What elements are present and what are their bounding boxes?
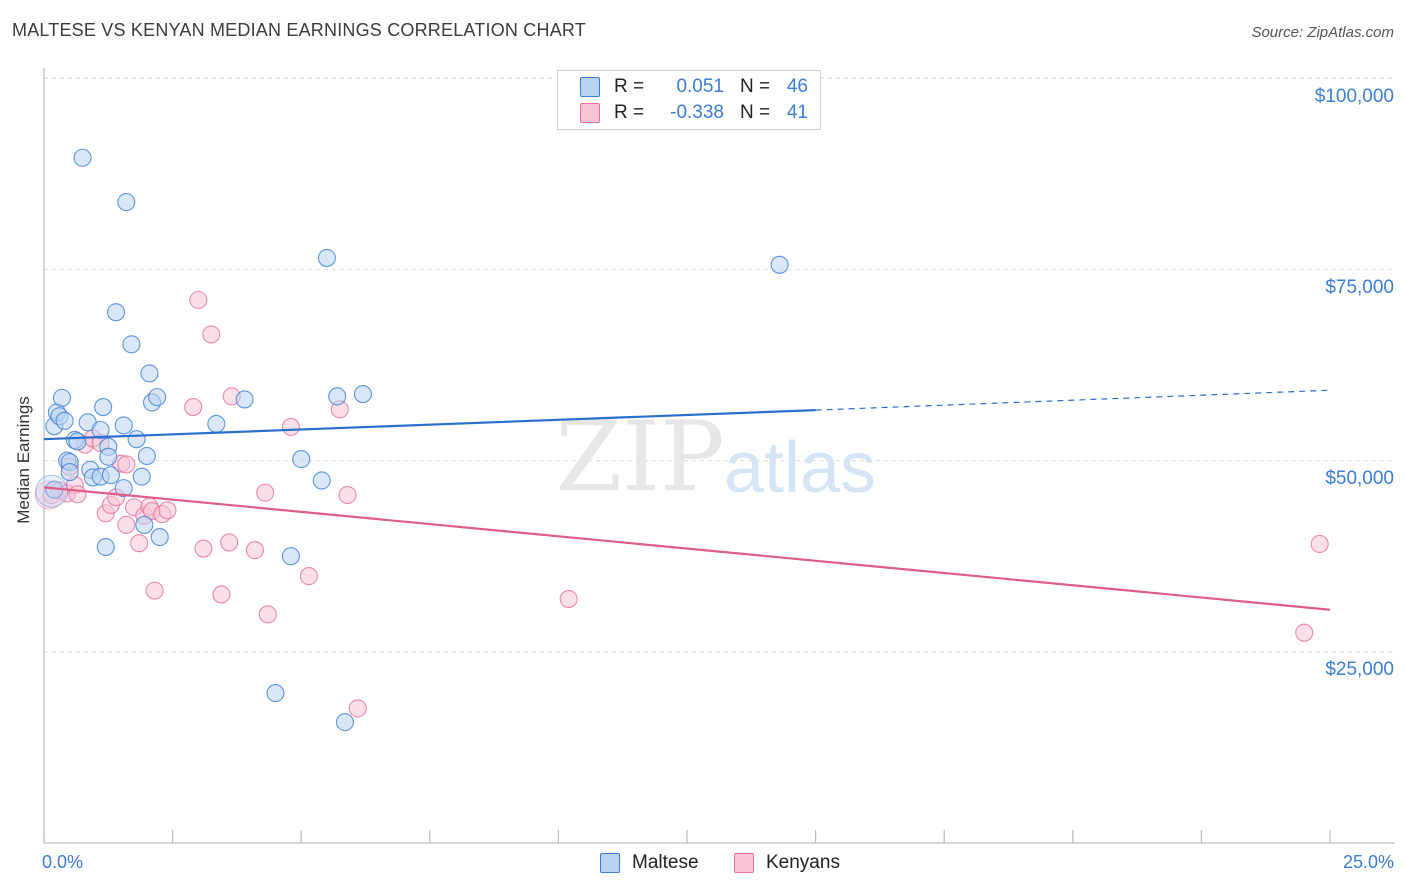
kenyans-point xyxy=(212,585,231,604)
maltese-point xyxy=(328,387,347,406)
maltese-point xyxy=(235,390,254,409)
maltese-point xyxy=(135,515,154,534)
kenyans-point xyxy=(559,589,578,609)
n-label: N = xyxy=(740,76,771,97)
kenyans-point xyxy=(281,417,300,436)
maltese-trend-line xyxy=(43,409,816,441)
gridlines xyxy=(44,77,1395,653)
kenyans-point xyxy=(299,567,318,586)
kenyans-point xyxy=(338,485,357,505)
kenyans-point xyxy=(117,455,136,474)
maltese-point xyxy=(106,303,126,322)
kenyans-point xyxy=(184,398,203,417)
n-label: N = xyxy=(740,102,771,123)
trend-lines xyxy=(43,389,1331,611)
kenyans-point xyxy=(194,539,213,558)
kenyans-trend-line xyxy=(43,486,1331,611)
maltese-trend-extension xyxy=(815,389,1331,411)
kenyans-point xyxy=(117,515,136,534)
maltese-point xyxy=(117,193,136,212)
watermark-atlas: atlas xyxy=(724,428,876,508)
kenyans-n-value: 41 xyxy=(786,102,808,123)
kenyans-point xyxy=(1310,534,1329,554)
source-credit: Source: ZipAtlas.com xyxy=(1251,24,1394,41)
kenyans-point xyxy=(1295,623,1314,642)
maltese-swatch xyxy=(600,853,620,873)
maltese-point xyxy=(122,335,141,354)
maltese-point xyxy=(312,471,331,490)
kenyans-point xyxy=(256,483,275,502)
maltese-point xyxy=(317,248,336,267)
maltese-point xyxy=(60,463,79,482)
maltese-label: Maltese xyxy=(632,852,699,873)
maltese-point xyxy=(73,148,92,167)
kenyans-point xyxy=(158,501,177,520)
bottom-legend-kenyans: Kenyans xyxy=(734,852,840,874)
maltese-point xyxy=(207,414,226,433)
maltese-point xyxy=(150,528,169,547)
maltese-point xyxy=(140,364,159,383)
kenyans-point xyxy=(245,541,264,560)
maltese-point xyxy=(770,255,789,274)
r-label: R = xyxy=(614,102,645,123)
maltese-point xyxy=(281,547,300,566)
maltese-points xyxy=(35,148,789,732)
maltese-point xyxy=(55,411,74,430)
x-tick-min: 0.0% xyxy=(42,852,84,872)
kenyans-point xyxy=(145,581,164,600)
maltese-swatch xyxy=(580,77,600,97)
y-tick-50000: $50,000 xyxy=(1325,468,1394,489)
maltese-point xyxy=(335,713,354,732)
kenyans-point xyxy=(189,290,208,310)
kenyans-swatch xyxy=(580,103,600,123)
y-tick-100000: $100,000 xyxy=(1314,86,1394,107)
x-tick-max: 25.0% xyxy=(1342,852,1394,872)
kenyans-swatch xyxy=(734,853,754,873)
maltese-point xyxy=(114,479,133,498)
maltese-point xyxy=(292,450,311,469)
kenyans-point xyxy=(130,534,149,553)
kenyans-point xyxy=(68,485,87,504)
r-label: R = xyxy=(614,76,645,97)
maltese-cluster-point xyxy=(35,474,69,508)
legend-row-maltese: R = 0.051 N = 46 xyxy=(580,75,808,99)
legend-row-kenyans: R = -0.338 N = 41 xyxy=(580,101,808,125)
maltese-point xyxy=(132,467,151,486)
maltese-point xyxy=(353,385,372,404)
maltese-point xyxy=(101,466,120,485)
y-tick-25000: $25,000 xyxy=(1325,659,1394,680)
y-tick-75000: $75,000 xyxy=(1325,277,1394,298)
maltese-point xyxy=(52,388,72,407)
correlation-legend: R = 0.051 N = 46 R = -0.338 N = 41 xyxy=(557,70,821,130)
bottom-legend-maltese: Maltese xyxy=(600,852,699,874)
maltese-point xyxy=(114,416,133,435)
kenyans-label: Kenyans xyxy=(766,852,840,873)
maltese-point xyxy=(148,388,167,407)
kenyans-point xyxy=(220,533,239,552)
maltese-point xyxy=(91,420,110,440)
maltese-r-value: 0.051 xyxy=(676,76,724,97)
chart-title: MALTESE VS KENYAN MEDIAN EARNINGS CORREL… xyxy=(12,20,586,40)
maltese-point xyxy=(96,537,115,557)
maltese-point xyxy=(94,398,113,417)
zipatlas-watermark: ZIP atlas xyxy=(555,401,876,513)
kenyans-point xyxy=(348,699,367,718)
kenyans-point xyxy=(202,325,221,344)
maltese-point xyxy=(99,447,118,466)
kenyans-point xyxy=(258,605,277,624)
maltese-point xyxy=(266,684,285,703)
maltese-point xyxy=(127,430,146,449)
maltese-point xyxy=(68,432,87,451)
maltese-n-value: 46 xyxy=(786,76,808,97)
maltese-point xyxy=(137,446,156,466)
kenyans-r-value: -0.338 xyxy=(670,102,724,123)
axes xyxy=(43,68,1395,844)
